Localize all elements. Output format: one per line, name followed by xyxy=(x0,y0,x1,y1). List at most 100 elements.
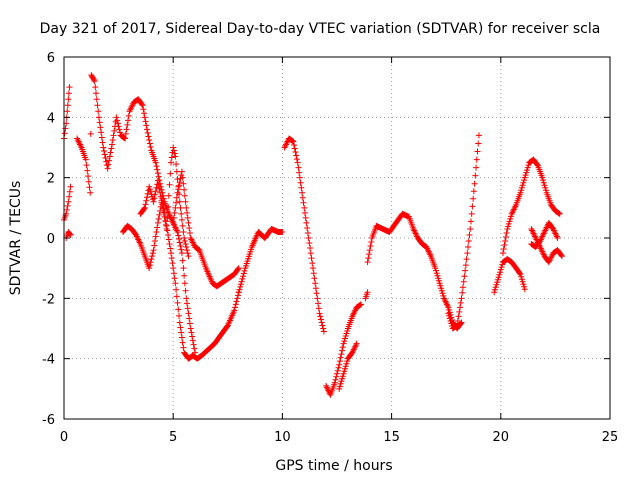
data-point-sat-e xyxy=(234,295,241,302)
data-point-sat-i xyxy=(299,194,306,201)
data-point-sat-h xyxy=(238,278,245,285)
data-point-sat-k xyxy=(342,363,349,370)
data-point-sat-g xyxy=(189,333,196,340)
data-point-sat-o xyxy=(491,286,498,293)
data-point-sat-g xyxy=(178,246,185,253)
data-point-sat-e xyxy=(148,256,155,263)
data-point-sat-i xyxy=(320,328,327,335)
data-point-sat-i xyxy=(317,313,324,320)
data-point-sat-j xyxy=(342,335,349,342)
data-point-sat-d xyxy=(93,96,100,103)
data-point-sat-i xyxy=(307,250,314,257)
y-axis-ticks: -6 -4 -2 0 2 4 6 xyxy=(42,51,610,428)
data-point-sat-p xyxy=(542,184,549,191)
data-point-sat-p xyxy=(555,209,562,216)
data-point-sat-e xyxy=(155,215,162,222)
data-point-sat-e xyxy=(178,334,185,341)
data-point-sat-f xyxy=(168,159,175,166)
data-point-sat-n xyxy=(463,256,470,263)
data-point-sat-i xyxy=(292,149,299,156)
data-point-sat-p xyxy=(525,162,532,169)
data-point-sat-m xyxy=(457,320,464,327)
data-point-sat-d xyxy=(111,127,118,134)
data-point-sat-n xyxy=(475,132,482,139)
data-point-sat-p xyxy=(524,164,531,171)
data-point-sat-f xyxy=(152,188,159,195)
data-point-sat-d xyxy=(178,168,185,175)
data-point-sat-j xyxy=(342,333,349,340)
data-point-sat-i xyxy=(312,280,319,287)
data-point-sat-d xyxy=(181,186,188,193)
data-point-sat-a xyxy=(65,96,72,103)
data-point-sat-h xyxy=(235,289,242,296)
data-point-sat-d xyxy=(145,133,152,140)
data-point-sat-n xyxy=(464,250,471,257)
data-point-sat-d xyxy=(96,119,103,126)
data-point-sat-f xyxy=(181,238,188,245)
data-point-sat-f xyxy=(181,235,188,241)
data-point-sat-d xyxy=(99,139,106,146)
data-point-sat-d xyxy=(125,112,132,119)
data-point-sat-p xyxy=(541,182,548,189)
data-point-sat-g xyxy=(175,232,182,239)
data-point-sat-f xyxy=(164,214,171,221)
data-point-sat-e xyxy=(173,293,180,300)
data-point-sat-d xyxy=(109,136,116,143)
data-point-sat-m xyxy=(437,282,444,289)
data-point-sat-m xyxy=(365,255,372,262)
data-point-sat-m xyxy=(438,285,445,292)
data-point-sat-d xyxy=(184,214,191,221)
data-point-sat-e xyxy=(153,228,160,235)
data-point-sat-d xyxy=(173,194,180,201)
data-point-sat-q xyxy=(558,252,565,259)
data-point-sat-o xyxy=(494,279,501,286)
data-point-sat-g xyxy=(186,320,193,327)
data-point-sat-p xyxy=(507,213,514,220)
data-point-sat-d xyxy=(122,135,129,142)
data-point-sat-n xyxy=(468,210,475,217)
data-point-sat-o xyxy=(497,269,504,276)
data-point-sat-d xyxy=(103,158,110,165)
data-point-sat-f xyxy=(173,161,180,168)
data-point-sat-n xyxy=(448,320,455,327)
data-point-sat-i xyxy=(295,164,302,171)
data-point-sat-f xyxy=(173,168,180,175)
data-point-sat-n xyxy=(459,284,466,291)
data-point-sat-d xyxy=(139,102,146,109)
data-point-sat-d xyxy=(153,163,160,170)
data-point-sat-i xyxy=(298,184,305,191)
data-point-sat-i xyxy=(307,245,314,252)
data-point-sat-o xyxy=(494,276,501,283)
data-point-sat-g xyxy=(180,265,187,272)
data-point-sat-p xyxy=(503,229,510,236)
data-point-sat-p xyxy=(521,174,528,181)
data-point-sat-j xyxy=(343,330,350,337)
data-point-sat-e xyxy=(174,299,181,306)
data-point-sat-d xyxy=(115,123,122,130)
data-point-sat-m xyxy=(366,251,373,258)
data-point-sat-f xyxy=(147,188,154,195)
data-point-sat-l xyxy=(364,289,371,296)
data-point-sat-j xyxy=(334,367,341,374)
data-point-sat-b xyxy=(64,202,71,209)
data-point-sat-d xyxy=(109,141,116,148)
data-point-sat-i xyxy=(313,290,320,297)
data-point-sat-e xyxy=(149,253,156,260)
data-point-sat-d xyxy=(92,84,99,91)
data-point-sat-i xyxy=(309,265,316,272)
data-point-sat-n xyxy=(455,313,462,320)
data-point-sat-k xyxy=(337,380,344,387)
data-point-sat-i xyxy=(312,285,319,292)
data-point-sat-n xyxy=(445,310,452,317)
data-point-sat-d xyxy=(106,153,113,160)
data-point-sat-e xyxy=(146,262,153,269)
data-point-sat-n xyxy=(472,172,479,179)
data-point-sat-i xyxy=(319,322,326,329)
data-point-sat-b xyxy=(63,206,70,213)
data-point-sat-p xyxy=(504,225,511,232)
data-point-sat-e xyxy=(177,324,184,331)
data-point-sat-f xyxy=(161,213,168,220)
data-point-sat-o xyxy=(497,266,504,273)
data-point-sat-c xyxy=(66,230,73,237)
data-point-sat-f xyxy=(154,181,161,188)
